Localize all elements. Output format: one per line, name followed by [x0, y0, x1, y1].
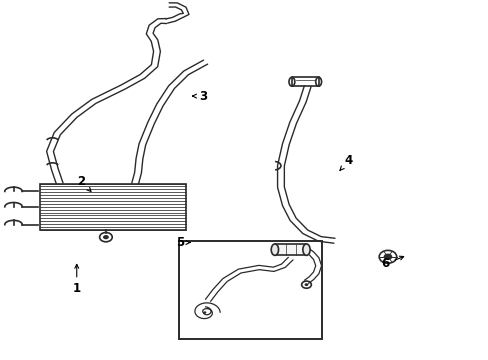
Text: 1: 1 [73, 264, 81, 296]
Bar [274, 244, 306, 255]
Bar [40, 184, 186, 230]
Circle shape [304, 283, 308, 286]
Ellipse shape [271, 244, 278, 255]
Text: 3: 3 [192, 90, 207, 103]
Circle shape [383, 253, 391, 260]
Circle shape [103, 235, 109, 239]
Text: 2: 2 [78, 175, 91, 192]
Bar [179, 241, 322, 339]
Text: 6: 6 [381, 256, 403, 270]
Text: 4: 4 [339, 154, 352, 170]
Ellipse shape [302, 244, 309, 255]
Text: 5: 5 [176, 236, 190, 249]
Bar [291, 77, 318, 86]
